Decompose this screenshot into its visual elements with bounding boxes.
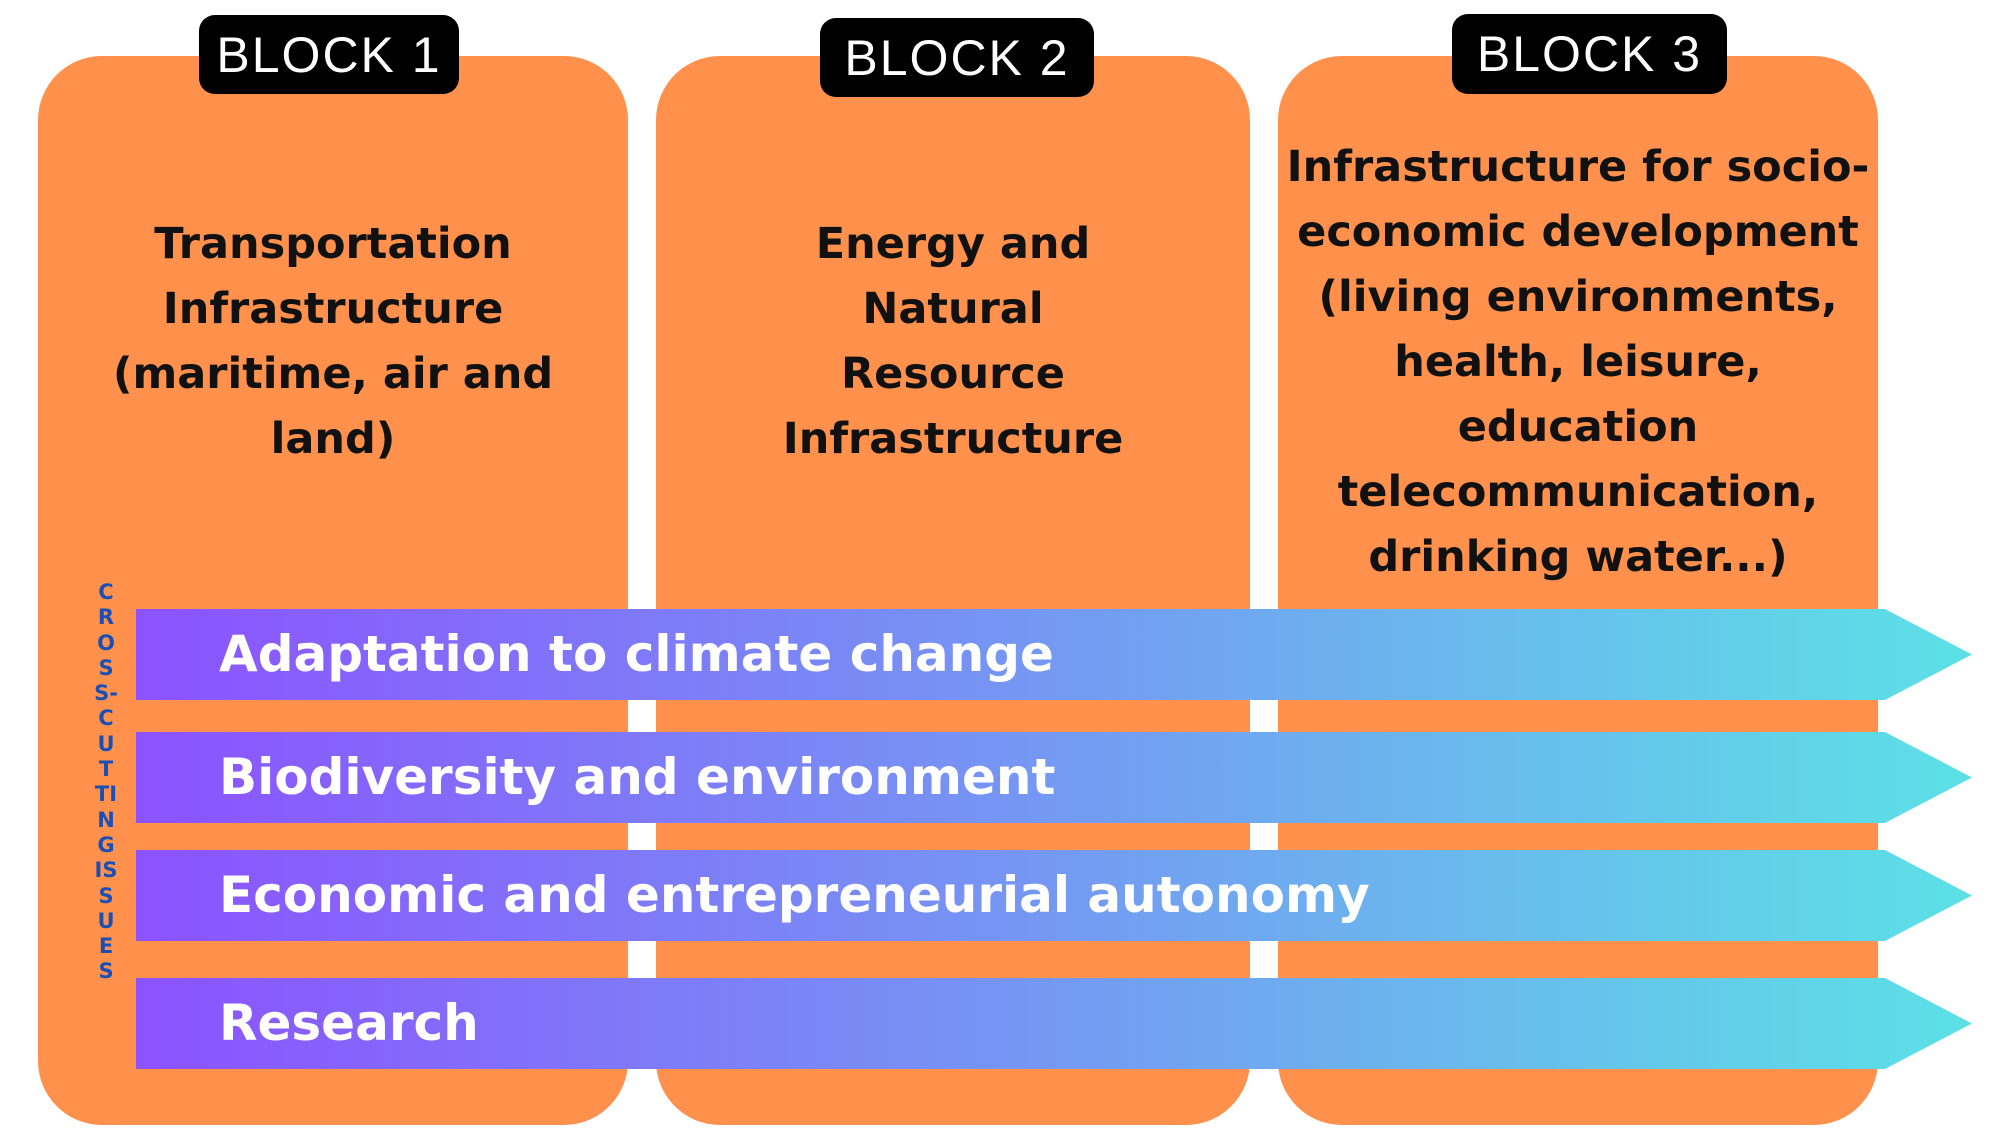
block-3-label: BLOCK 3: [1452, 14, 1727, 94]
block-2-card: Energy and Natural Resource Infrastructu…: [656, 56, 1250, 1125]
issue-arrow-economic: Economic and entrepreneurial autonomy: [136, 850, 1972, 941]
issue-arrow-research: Research: [136, 978, 1972, 1069]
block-3-card: Infrastructure for socio- economic devel…: [1278, 56, 1878, 1125]
block-3-text: Infrastructure for socio- economic devel…: [1286, 142, 1870, 582]
issue-label: Economic and entrepreneurial autonomy: [219, 866, 1370, 924]
block-1-label: BLOCK 1: [199, 15, 459, 94]
block-2-label: BLOCK 2: [820, 18, 1094, 97]
issue-label: Adaptation to climate change: [219, 625, 1054, 683]
issue-label: Research: [219, 994, 479, 1052]
block-1-card: Transportation Infrastructure (maritime,…: [38, 56, 628, 1125]
block-2-text: Energy and Natural Resource Infrastructu…: [782, 219, 1124, 464]
issue-arrow-climate: Adaptation to climate change: [136, 609, 1972, 700]
issue-label: Biodiversity and environment: [219, 748, 1056, 806]
cross-cutting-issues-label: CROSS-CUTTING ISSUES: [94, 580, 118, 984]
block-1-text: Transportation Infrastructure (maritime,…: [112, 219, 554, 464]
issue-arrow-biodiversity: Biodiversity and environment: [136, 732, 1972, 823]
